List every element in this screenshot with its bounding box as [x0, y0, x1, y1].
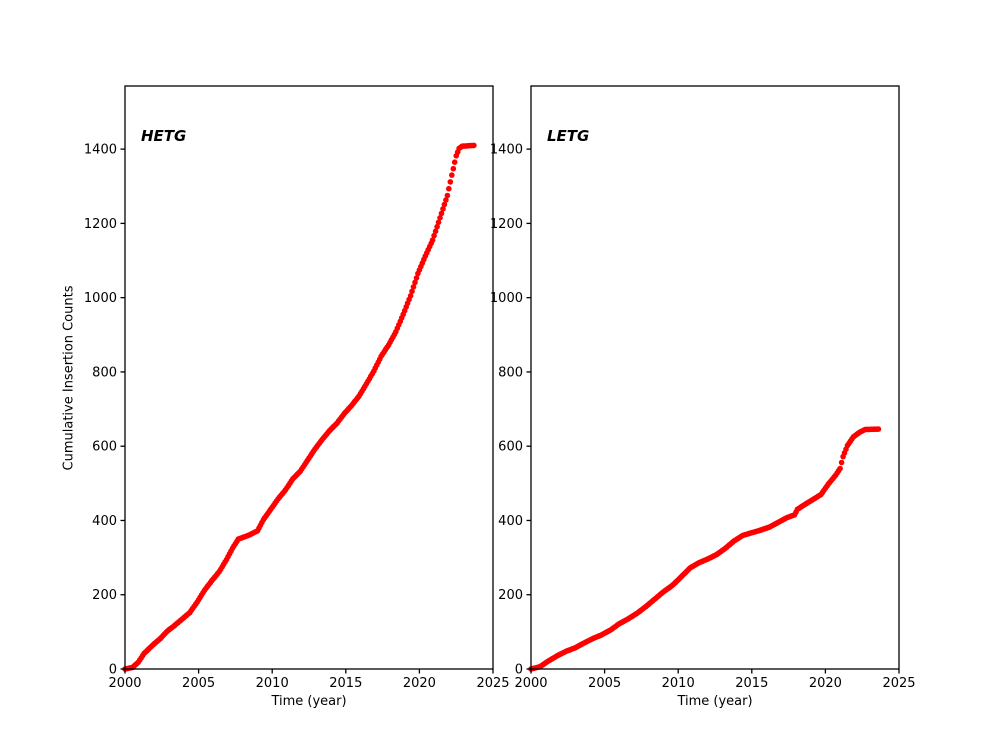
x-tick-label: 2010 [256, 676, 289, 691]
panel-hetg: 2000 2005 2010 2015 2020 2025 0 200 400 600 800 100… [84, 85, 510, 691]
data-point [410, 284, 417, 290]
y-tick-label: 1000 [84, 291, 117, 306]
data-point [409, 288, 415, 295]
data-point [443, 197, 449, 203]
data-point [446, 185, 452, 192]
x-tick-label: 2025 [882, 676, 915, 691]
data-point [444, 192, 451, 199]
y-tick-label: 400 [498, 514, 523, 529]
x-tick-label: 2015 [735, 676, 768, 691]
data-series-letg [528, 426, 882, 672]
data-point [438, 210, 445, 217]
y-tick-label: 600 [92, 440, 117, 455]
data-point [837, 465, 843, 472]
x-tick-label: 2020 [403, 676, 436, 691]
data-point [413, 275, 420, 281]
data-point [450, 165, 457, 172]
x-tick-label: 2020 [809, 676, 842, 691]
x-tick-label: 2005 [588, 676, 621, 691]
y-tick-label: 1200 [84, 217, 117, 232]
x-tick-label: 2025 [476, 676, 509, 691]
y-tick-label: 1400 [490, 143, 523, 158]
axes-frame [530, 85, 900, 670]
data-point [451, 159, 458, 165]
y-axis-label: Cumulative Insertion Counts [61, 285, 77, 471]
y-tick-label: 1400 [84, 143, 117, 158]
data-point [431, 232, 437, 239]
data-point [447, 179, 454, 185]
y-tick-label: 0 [109, 663, 117, 678]
data-point [875, 426, 882, 432]
axes-frame [124, 85, 494, 670]
y-tick-label: 200 [92, 588, 117, 603]
data-point [432, 228, 439, 234]
x-tick-label: 2000 [514, 676, 547, 691]
data-point [434, 223, 440, 230]
panel-letg: 2000 2005 2010 2015 2020 2025 0 200 400 600 800 100… [490, 85, 916, 691]
x-tick-label: 2005 [182, 676, 215, 691]
data-point [471, 142, 477, 149]
x-tick-label: 2010 [662, 676, 695, 691]
y-tick-label: 600 [498, 440, 523, 455]
y-tick-label: 200 [498, 588, 523, 603]
y-tick-label: 1000 [490, 291, 523, 306]
data-point [437, 215, 443, 221]
data-point [412, 279, 418, 286]
data-point [429, 237, 436, 243]
data-point [435, 219, 442, 226]
data-point [441, 201, 448, 208]
panel-title-letg: LETG [547, 127, 590, 145]
y-tick-label: 1200 [490, 217, 523, 232]
panel-title-hetg: HETG [141, 127, 187, 145]
data-series-hetg [122, 142, 477, 672]
x-axis-label-letg: Time (year) [677, 694, 753, 709]
x-tick-label: 2015 [329, 676, 362, 691]
x-tick-label: 2000 [108, 676, 141, 691]
y-tick-label: 800 [92, 365, 117, 380]
data-point [838, 459, 845, 466]
data-point [440, 206, 446, 212]
y-tick-label: 400 [92, 514, 117, 529]
y-tick-label: 0 [515, 663, 523, 678]
y-tick-label: 800 [498, 365, 523, 380]
data-point [407, 293, 414, 299]
x-axis-label-hetg: Time (year) [271, 694, 347, 709]
data-point [449, 172, 455, 178]
